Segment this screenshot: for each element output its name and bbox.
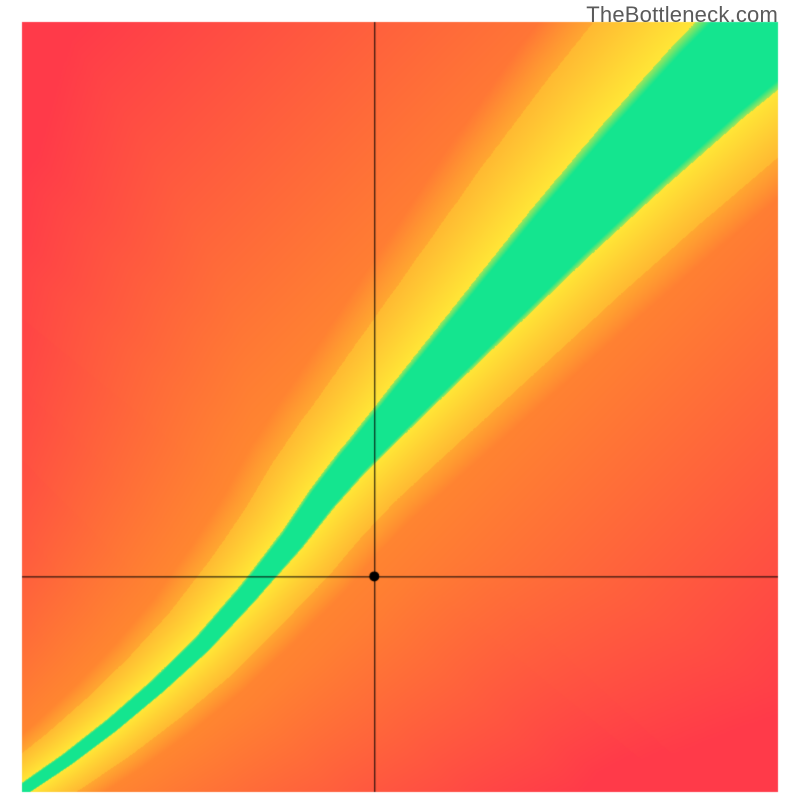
bottleneck-heatmap — [0, 0, 800, 800]
chart-container: { "watermark": { "text": "TheBottleneck.… — [0, 0, 800, 800]
watermark-text: TheBottleneck.com — [586, 2, 778, 28]
